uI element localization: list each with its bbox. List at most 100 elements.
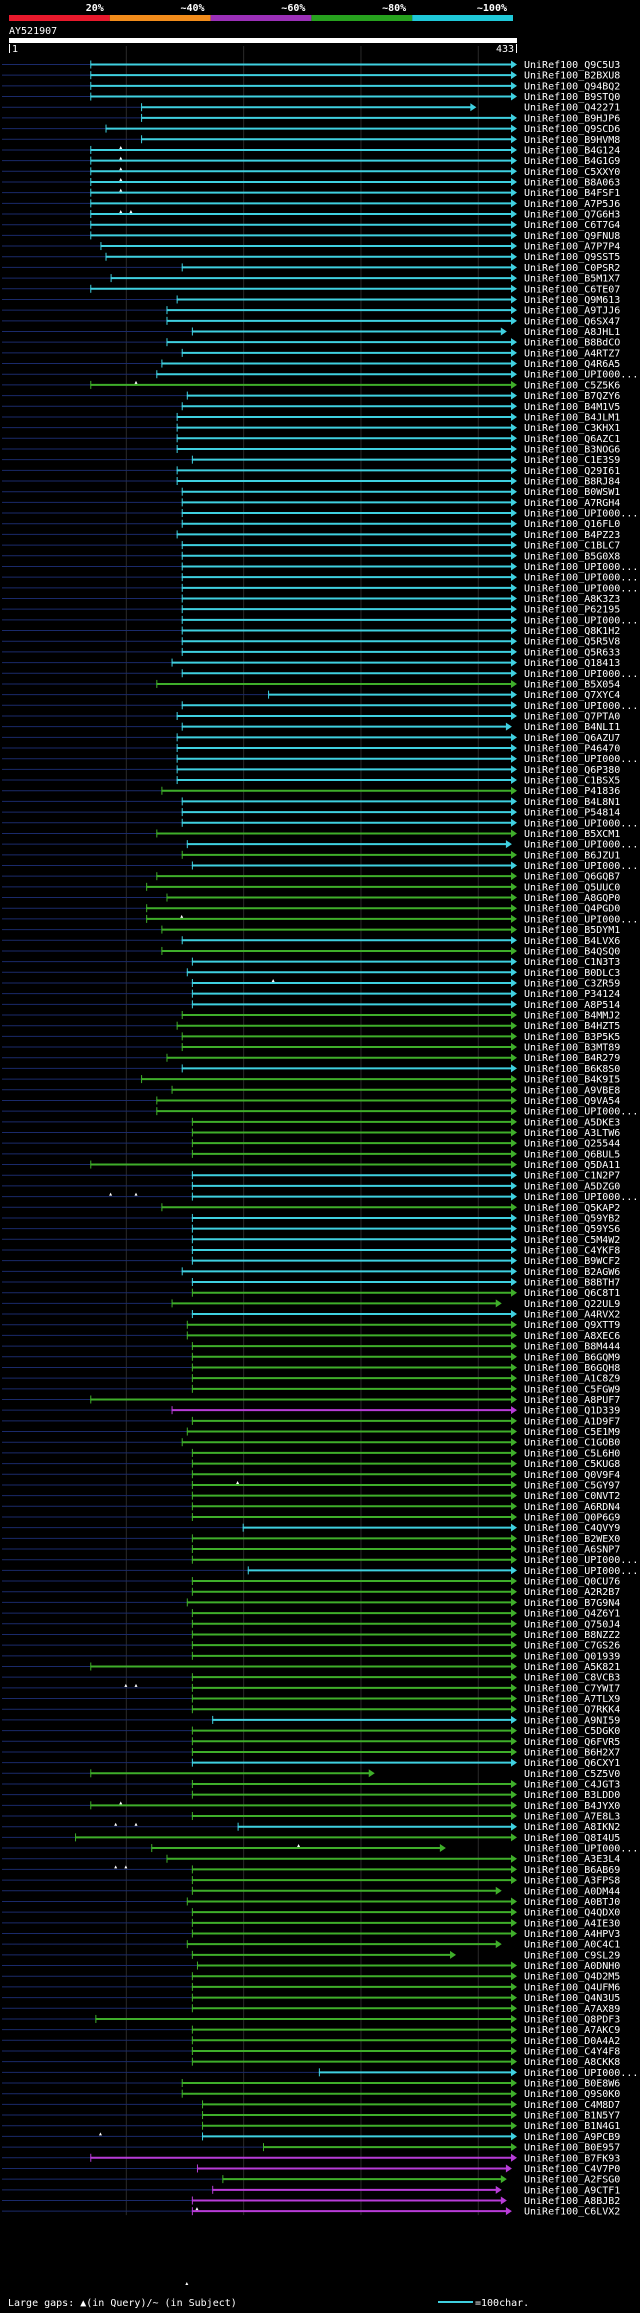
hit-row: UniRef100_B5XCM1 bbox=[2, 829, 620, 840]
hit-end-arrow bbox=[511, 274, 517, 283]
hit-row: UniRef100_Q59YB2 bbox=[2, 1213, 620, 1224]
hit-label: UniRef100_C7GS26 bbox=[524, 1641, 620, 1652]
hit-row: UniRef100_Q8I4U5 bbox=[2, 1833, 620, 1844]
hit-end-arrow bbox=[511, 359, 517, 368]
hit-end-arrow bbox=[470, 103, 477, 112]
hit-row: UniRef100_UPI000... bbox=[2, 615, 638, 626]
hit-label: UniRef100_C9SL29 bbox=[524, 1950, 620, 1961]
hit-end-arrow bbox=[511, 1651, 517, 1660]
hit-row: UniRef100_A8P514 bbox=[2, 1000, 620, 1011]
hit-row: UniRef100_A2FSG0 bbox=[2, 2175, 620, 2186]
hit-label: UniRef100_Q6CXY1 bbox=[524, 1758, 620, 1769]
hit-label: UniRef100_Q750J4 bbox=[524, 1619, 620, 1630]
hit-label: UniRef100_C1N3T3 bbox=[524, 957, 620, 968]
hit-row: UniRef100_B7G9N4 bbox=[2, 1598, 620, 1609]
hit-row: UniRef100_A2R2B7 bbox=[2, 1587, 620, 1598]
hit-end-arrow bbox=[511, 2089, 517, 2098]
hit-end-arrow bbox=[511, 113, 517, 122]
hit-row: UniRef100_UPI000... bbox=[2, 370, 638, 381]
hit-label: UniRef100_A7RGH4 bbox=[524, 498, 620, 509]
hit-end-arrow bbox=[511, 1502, 517, 1511]
hit-label: UniRef100_C4JGT3 bbox=[524, 1779, 620, 1790]
hit-end-arrow bbox=[511, 818, 517, 827]
hit-row: UniRef100_C0NVT2 bbox=[2, 1491, 620, 1502]
hit-label: UniRef100_B6K8S0 bbox=[524, 1064, 620, 1075]
hit-label: UniRef100_Q22UL9 bbox=[524, 1299, 620, 1310]
hit-row: UniRef100_A8BJB2 bbox=[2, 2196, 620, 2207]
hit-label: UniRef100_B0E957 bbox=[524, 2143, 620, 2154]
hit-label: UniRef100_C5KUG8 bbox=[524, 1459, 620, 1470]
hit-row: UniRef100_A8CKK8 bbox=[2, 2057, 620, 2068]
hit-row: UniRef100_Q5R5V8 bbox=[2, 637, 620, 648]
hit-label: UniRef100_Q5UUC0 bbox=[524, 882, 620, 893]
hit-end-arrow bbox=[511, 242, 517, 251]
hit-row: UniRef100_Q22UL9 bbox=[2, 1299, 620, 1310]
hit-end-arrow bbox=[511, 1534, 517, 1543]
hit-label: UniRef100_UPI000... bbox=[524, 1192, 638, 1203]
hit-row: UniRef100_Q0V9F4 bbox=[2, 1470, 620, 1481]
hit-label: UniRef100_A0BTJ0 bbox=[524, 1897, 620, 1908]
hit-end-arrow bbox=[511, 1107, 517, 1116]
hit-end-arrow bbox=[511, 284, 517, 293]
hit-label: UniRef100_C5M4W2 bbox=[524, 1235, 620, 1246]
hit-label: UniRef100_B8NZZ2 bbox=[524, 1630, 620, 1641]
hit-end-arrow bbox=[511, 711, 517, 720]
hit-row: UniRef100_Q7XYC4 bbox=[2, 690, 620, 701]
hit-label: UniRef100_C1E3S9 bbox=[524, 455, 620, 466]
hit-end-arrow bbox=[511, 1801, 517, 1810]
hit-label: UniRef100_B7FK93 bbox=[524, 2153, 620, 2164]
hit-row: UniRef100_Q16FL0 bbox=[2, 519, 620, 530]
hit-label: UniRef100_C3KHX1 bbox=[524, 423, 620, 434]
hit-label: UniRef100_Q4D2M5 bbox=[524, 1972, 620, 1983]
hit-end-arrow bbox=[511, 957, 517, 966]
hit-end-arrow bbox=[511, 669, 517, 678]
hit-end-arrow bbox=[495, 1299, 502, 1308]
hit-end-arrow bbox=[511, 1374, 517, 1383]
hit-label: UniRef100_Q0V9F4 bbox=[524, 1470, 620, 1481]
hit-row: UniRef100_Q5UUC0 bbox=[2, 882, 620, 893]
hit-end-arrow bbox=[511, 1267, 517, 1276]
hit-end-arrow bbox=[511, 583, 517, 592]
query-gap-marker bbox=[180, 914, 184, 918]
hit-label: UniRef100_B8A063 bbox=[524, 177, 620, 188]
hit-end-arrow bbox=[511, 978, 517, 987]
hit-end-arrow bbox=[511, 626, 517, 635]
hit-label: UniRef100_UPI000... bbox=[524, 701, 638, 712]
hit-end-arrow bbox=[511, 1181, 517, 1190]
hit-row: UniRef100_B2BXU8 bbox=[2, 71, 620, 82]
hit-row: UniRef100_A3E3L4 bbox=[2, 1854, 620, 1865]
hit-end-arrow bbox=[511, 306, 517, 315]
hit-label: UniRef100_B6AB69 bbox=[524, 1865, 620, 1876]
hit-end-arrow bbox=[511, 1993, 517, 2002]
hit-row: UniRef100_C4QVY9 bbox=[2, 1523, 620, 1534]
hit-label: UniRef100_UPI000... bbox=[524, 1844, 638, 1855]
hit-row: UniRef100_C4Y4F8 bbox=[2, 2046, 620, 2057]
hit-end-arrow bbox=[511, 872, 517, 881]
hit-label: UniRef100_C8VCB3 bbox=[524, 1673, 620, 1684]
hit-row: UniRef100_C5GY97 bbox=[2, 1480, 620, 1491]
hit-end-arrow bbox=[511, 1865, 517, 1874]
hit-end-arrow bbox=[511, 1021, 517, 1030]
hit-end-arrow bbox=[511, 1715, 517, 1724]
hit-end-arrow bbox=[511, 733, 517, 742]
query-bar bbox=[9, 38, 517, 43]
hit-row: UniRef100_B2AGW6 bbox=[2, 1267, 620, 1278]
hit-label: UniRef100_A8PUF7 bbox=[524, 1395, 620, 1406]
hit-row: UniRef100_UPI000... bbox=[2, 1844, 638, 1855]
hit-label: UniRef100_B8BTH7 bbox=[524, 1278, 620, 1289]
hit-end-arrow bbox=[511, 925, 517, 934]
hit-end-arrow bbox=[500, 327, 507, 336]
hit-end-arrow bbox=[511, 199, 517, 208]
hit-label: UniRef100_C4YKF8 bbox=[524, 1245, 620, 1256]
hit-row: UniRef100_B2WEX0 bbox=[2, 1534, 620, 1545]
hit-label: UniRef100_UPI000... bbox=[524, 1107, 638, 1118]
hit-label: UniRef100_A0C4C1 bbox=[524, 1940, 620, 1951]
hit-row: UniRef100_B4QSQ0 bbox=[2, 946, 620, 957]
hit-row: UniRef100_C1N2P7 bbox=[2, 1171, 620, 1182]
hit-end-arrow bbox=[511, 1630, 517, 1639]
hit-row: UniRef100_A8PUF7 bbox=[2, 1395, 620, 1406]
hit-row: UniRef100_C4V7P0 bbox=[2, 2164, 620, 2175]
hit-end-arrow bbox=[511, 2046, 517, 2055]
hit-label: UniRef100_B0DLC3 bbox=[524, 968, 620, 979]
